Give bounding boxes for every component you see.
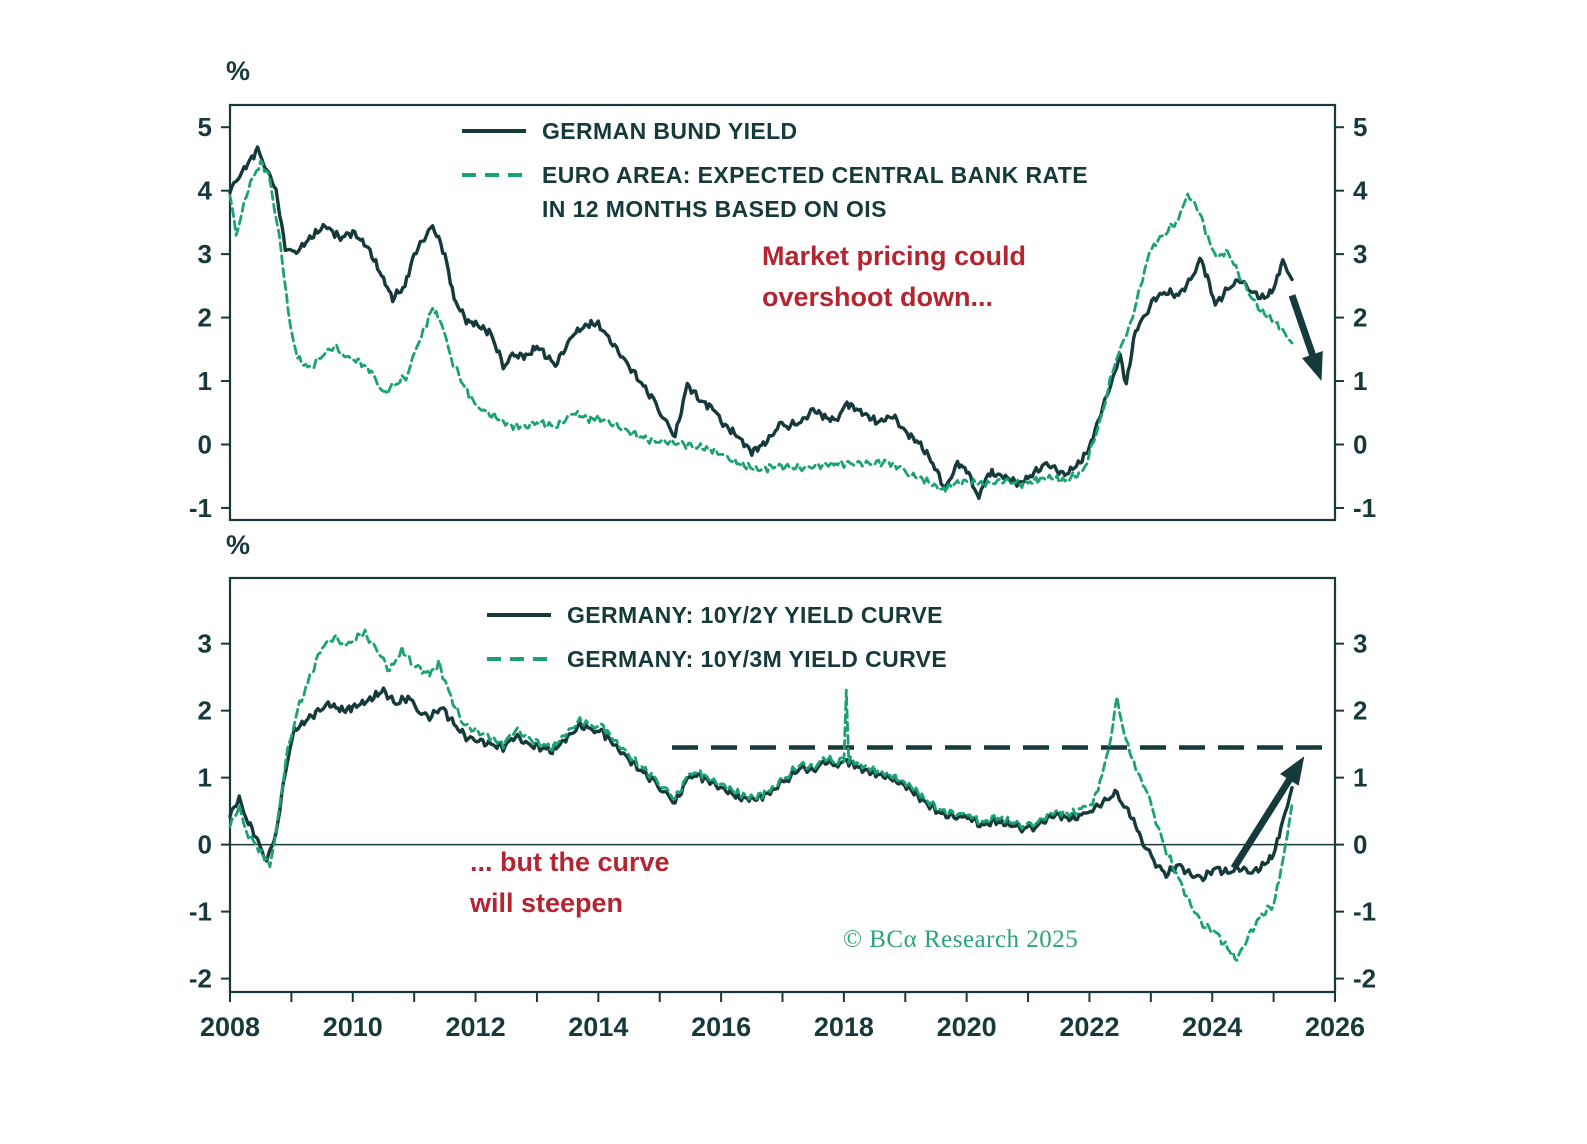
y-tick-label-left: 2 bbox=[198, 303, 212, 333]
y-tick-label-left: 1 bbox=[198, 763, 212, 793]
annotation-line: will steepen bbox=[470, 888, 624, 918]
legend-label-line: IN 12 MONTHS BASED ON OIS bbox=[542, 196, 887, 222]
trend-arrow-head bbox=[1301, 350, 1323, 382]
y-tick-label-right: 1 bbox=[1353, 763, 1367, 793]
germany-10y-3m-curve-line bbox=[228, 628, 1294, 962]
y-tick-label-right: 4 bbox=[1353, 176, 1368, 206]
y-tick-label-right: 0 bbox=[1353, 830, 1367, 860]
x-tick-label: 2012 bbox=[446, 1012, 506, 1042]
trend-arrow-shaft bbox=[1230, 768, 1299, 870]
x-tick-label: 2008 bbox=[200, 1012, 260, 1042]
y-tick-label-left: 3 bbox=[198, 239, 212, 269]
x-tick-label: 2024 bbox=[1182, 1012, 1242, 1042]
legend-label: EURO AREA: EXPECTED CENTRAL BANK RATE IN… bbox=[542, 158, 1088, 226]
legend-item-10y-2y-curve: GERMANY: 10Y/2Y YIELD CURVE bbox=[487, 598, 947, 632]
legend-label: GERMANY: 10Y/2Y YIELD CURVE bbox=[567, 602, 943, 628]
plot-frame bbox=[228, 103, 1337, 522]
y-tick-label-right: 2 bbox=[1353, 696, 1367, 726]
solid-line-swatch bbox=[487, 613, 551, 617]
x-tick-label: 2026 bbox=[1305, 1012, 1365, 1042]
bottom-annotation: ... but the curve will steepen bbox=[470, 842, 670, 924]
legend-item-10y-3m-curve: GERMANY: 10Y/3M YIELD CURVE bbox=[487, 642, 947, 676]
y-tick-label-left: 3 bbox=[198, 629, 212, 659]
y-tick-label-left: -2 bbox=[189, 964, 212, 994]
y-tick-label-right: 0 bbox=[1353, 429, 1367, 459]
y-tick-label-right: 5 bbox=[1353, 112, 1367, 142]
y-tick-label-left: 5 bbox=[198, 112, 212, 142]
german-yield-curves-panel: -2 -2 -1 -1 0 0 1 1 2 2 3 3 2008 2010 2012 2014 2016 2018… bbox=[189, 576, 1376, 1042]
y-tick-label-right: -1 bbox=[1353, 897, 1376, 927]
y-tick-label-left: 4 bbox=[198, 176, 213, 206]
y-tick-label-right: 1 bbox=[1353, 366, 1367, 396]
bund-yield-vs-ois-panel: -1 -1 0 0 1 1 2 2 3 3 4 4 5 5 bbox=[189, 103, 1376, 523]
bottom-panel-percent-label: % bbox=[226, 530, 251, 560]
germany-10y-2y-curve-line bbox=[228, 686, 1294, 883]
x-tick-label: 2022 bbox=[1059, 1012, 1119, 1042]
annotation-line: Market pricing could bbox=[762, 241, 1027, 271]
y-tick-label-left: 1 bbox=[198, 366, 212, 396]
y-tick-label-right: 3 bbox=[1353, 629, 1367, 659]
copyright-notice: © BCα Research 2025 bbox=[843, 926, 1079, 953]
annotation-line: ... but the curve bbox=[470, 847, 670, 877]
legend-label-line: EURO AREA: EXPECTED CENTRAL BANK RATE bbox=[542, 162, 1088, 188]
y-tick-label-right: 2 bbox=[1353, 303, 1367, 333]
dashed-line-swatch bbox=[462, 173, 526, 177]
legend-item-ois-expected-rate: EURO AREA: EXPECTED CENTRAL BANK RATE IN… bbox=[462, 158, 1088, 226]
y-tick-label-right: -1 bbox=[1353, 493, 1376, 523]
y-tick-label-left: 0 bbox=[198, 830, 212, 860]
x-tick-label: 2010 bbox=[323, 1012, 383, 1042]
top-annotation: Market pricing could overshoot down... bbox=[762, 236, 1026, 318]
y-tick-label-right: -2 bbox=[1353, 964, 1376, 994]
bottom-legend: GERMANY: 10Y/2Y YIELD CURVE GERMANY: 10Y… bbox=[487, 598, 947, 686]
x-tick-label: 2014 bbox=[568, 1012, 628, 1042]
solid-line-swatch bbox=[462, 129, 526, 133]
dashed-line-swatch bbox=[487, 657, 551, 661]
y-tick-label-left: 0 bbox=[198, 429, 212, 459]
top-panel-percent-label: % bbox=[226, 56, 251, 86]
y-tick-label-left: 2 bbox=[198, 696, 212, 726]
trend-arrow-shaft bbox=[1288, 294, 1320, 367]
y-tick-label-left: -1 bbox=[189, 897, 212, 927]
german-bund-yield-line bbox=[228, 145, 1294, 500]
x-tick-label: 2020 bbox=[937, 1012, 997, 1042]
x-tick-label: 2018 bbox=[814, 1012, 874, 1042]
annotation-line: overshoot down... bbox=[762, 282, 994, 312]
y-tick-label-right: 3 bbox=[1353, 239, 1367, 269]
legend-label: GERMANY: 10Y/3M YIELD CURVE bbox=[567, 646, 948, 672]
legend-item-german-bund-yield: GERMAN BUND YIELD bbox=[462, 114, 1088, 148]
y-tick-label-left: -1 bbox=[189, 493, 212, 523]
trend-arrow-head bbox=[1280, 756, 1305, 786]
ois-expected-rate-line bbox=[228, 159, 1294, 494]
legend-label: GERMAN BUND YIELD bbox=[542, 118, 798, 144]
top-legend: GERMAN BUND YIELD EURO AREA: EXPECTED CE… bbox=[462, 114, 1088, 236]
x-tick-label: 2016 bbox=[691, 1012, 751, 1042]
